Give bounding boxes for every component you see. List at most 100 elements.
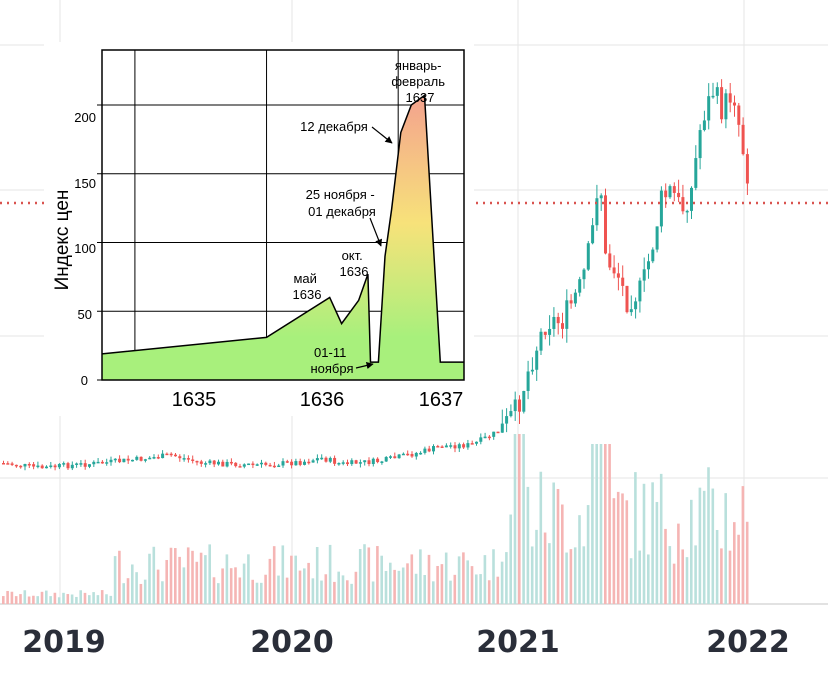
candle-body xyxy=(92,461,96,465)
volume-bar xyxy=(677,523,680,604)
candle-body xyxy=(139,456,143,461)
candle-body xyxy=(281,461,285,466)
volume-bar xyxy=(217,583,220,604)
volume-bar xyxy=(66,594,70,604)
volume-bar xyxy=(401,567,405,604)
volume-bar xyxy=(40,591,44,604)
candle-body xyxy=(32,464,36,467)
year-label: 2021 xyxy=(476,625,560,660)
volume-bar xyxy=(281,545,285,604)
candle-body xyxy=(221,461,225,467)
candle-body xyxy=(135,456,139,460)
volume-bar xyxy=(518,434,521,604)
candle-body xyxy=(745,154,749,184)
volume-bar xyxy=(161,581,164,604)
volume-bar xyxy=(569,549,573,604)
volume-bar xyxy=(367,547,371,604)
candle-body xyxy=(698,130,702,159)
annotation-line: 01 декабря xyxy=(308,204,376,219)
x-tick-label: 1635 xyxy=(172,389,217,411)
candle-body xyxy=(616,273,620,278)
volume-bar xyxy=(483,555,487,604)
volume-bar xyxy=(604,444,607,604)
candle-body xyxy=(419,452,423,455)
volume-bar xyxy=(234,567,237,604)
volume-bar xyxy=(561,504,564,604)
candle-body xyxy=(668,186,672,198)
candle-body xyxy=(122,458,126,463)
candle-body xyxy=(371,458,375,465)
candle-body xyxy=(217,461,220,465)
candle-body xyxy=(169,453,173,456)
volume-bar xyxy=(595,444,598,604)
volume-bar xyxy=(88,595,91,604)
candle-body xyxy=(191,459,195,461)
volume-bar xyxy=(634,472,637,604)
volume-bar xyxy=(105,594,108,604)
candle-body xyxy=(655,226,659,250)
volume-bar xyxy=(143,579,147,604)
volume-bar xyxy=(212,577,216,604)
volume-bar xyxy=(358,549,362,604)
candle-body xyxy=(479,437,483,442)
volume-bar xyxy=(733,522,736,604)
candle-body xyxy=(238,466,242,468)
volume-bar xyxy=(346,580,349,604)
volume-bar xyxy=(290,555,293,604)
candle-body xyxy=(182,458,186,460)
y-ticks: 0 50 100 150 200 xyxy=(74,110,96,388)
volume-bar xyxy=(647,554,650,604)
volume-bar xyxy=(690,499,693,604)
volume-bar xyxy=(380,555,383,604)
candle-body xyxy=(6,463,10,465)
candle-body xyxy=(492,431,496,437)
volume-bar xyxy=(186,547,190,604)
volume-bar xyxy=(126,578,130,604)
candle-body xyxy=(513,399,517,412)
volume-bar xyxy=(509,514,512,604)
volume-bar xyxy=(492,549,495,604)
candle-body xyxy=(535,350,539,370)
candle-body xyxy=(720,87,724,120)
candle-body xyxy=(444,445,448,448)
price-line xyxy=(101,93,464,363)
candle-body xyxy=(397,454,401,459)
volume-bar xyxy=(122,583,125,604)
candle-body xyxy=(57,464,61,468)
volume-bar xyxy=(199,552,203,604)
candle-body xyxy=(414,452,418,457)
candle-body xyxy=(36,465,40,468)
candle-body xyxy=(70,464,74,469)
volume-bar xyxy=(307,562,310,604)
candle-body xyxy=(62,463,66,465)
candle-body xyxy=(634,301,638,310)
volume-bar xyxy=(320,580,323,604)
volume-bar xyxy=(376,546,379,604)
candle-body xyxy=(75,463,79,465)
volume-bar xyxy=(694,545,697,604)
arrow xyxy=(369,217,382,247)
volume-bar xyxy=(638,550,641,604)
candle-body xyxy=(694,158,698,188)
candle-body xyxy=(285,461,289,463)
annotation-line: 1636 xyxy=(340,264,369,279)
volume-bar xyxy=(328,544,332,604)
annotation-line: 01-11 xyxy=(314,345,346,360)
candle-body xyxy=(487,436,491,439)
volume-bar xyxy=(156,569,160,604)
volume-bar xyxy=(496,576,500,604)
candle-body xyxy=(642,269,646,281)
volume-bar xyxy=(32,595,35,604)
annotation-dec-12: 12 декабря xyxy=(300,119,368,134)
candle-body xyxy=(367,460,371,465)
candle-body xyxy=(629,309,633,313)
volume-bar xyxy=(221,568,224,604)
volume-bar xyxy=(578,515,581,604)
candle-body xyxy=(354,460,358,464)
candle-body xyxy=(152,457,156,459)
candle-body xyxy=(530,369,534,372)
candle-body xyxy=(389,456,392,458)
y-axis-label: Индекс цен xyxy=(52,190,73,291)
candle-body xyxy=(737,105,741,125)
plot-frame xyxy=(101,49,465,381)
